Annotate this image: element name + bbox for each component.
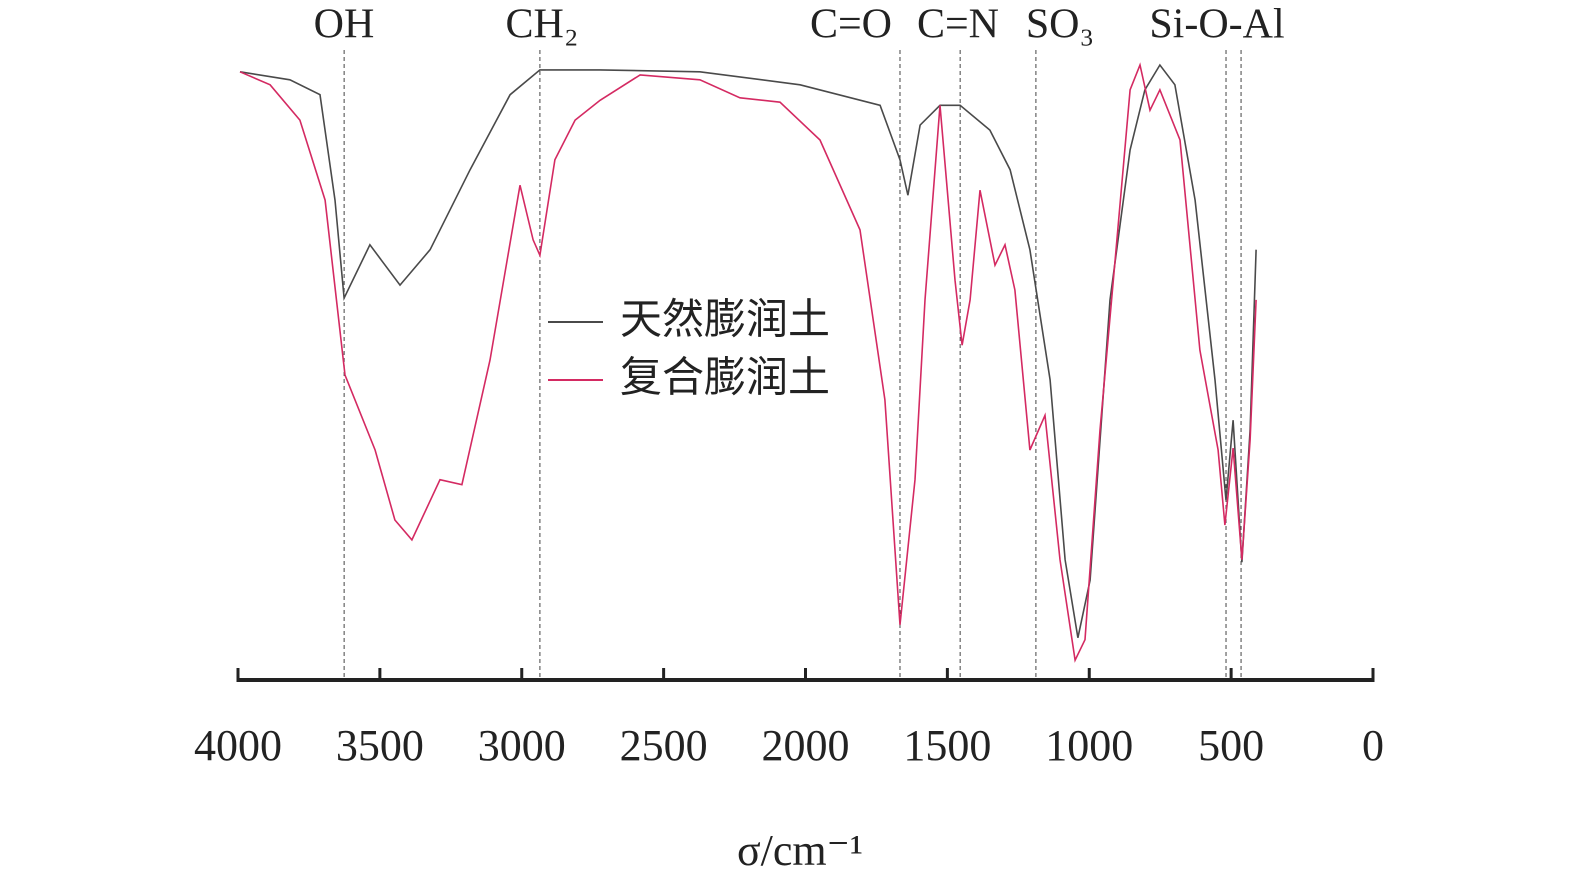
x-tick-label: 1500 xyxy=(903,721,991,770)
legend-label: 天然膨润土 xyxy=(620,295,830,344)
x-tick-label: 2000 xyxy=(762,721,850,770)
annotation-label: OH xyxy=(314,2,375,48)
series-line xyxy=(239,63,1257,638)
x-tick-label: 1000 xyxy=(1045,721,1133,770)
x-tick-label: 3000 xyxy=(478,721,566,770)
x-axis-label: σ/cm⁻¹ xyxy=(737,826,863,875)
x-tick-label: 4000 xyxy=(194,721,282,770)
x-tick-label: 2500 xyxy=(620,721,708,770)
x-tick-label: 3500 xyxy=(336,721,424,770)
annotation-label: C=O xyxy=(810,2,892,48)
legend-label: 复合膨润土 xyxy=(620,353,830,402)
series-line xyxy=(239,62,1257,663)
x-tick-label: 0 xyxy=(1362,721,1384,770)
annotation-label: Si-O-Al xyxy=(1149,2,1284,48)
annotation-label: SO₃ xyxy=(1026,2,1094,48)
annotation-label: C=N xyxy=(917,2,999,48)
annotation-label: CH₂ xyxy=(506,2,579,48)
x-tick-label: 500 xyxy=(1198,721,1264,770)
